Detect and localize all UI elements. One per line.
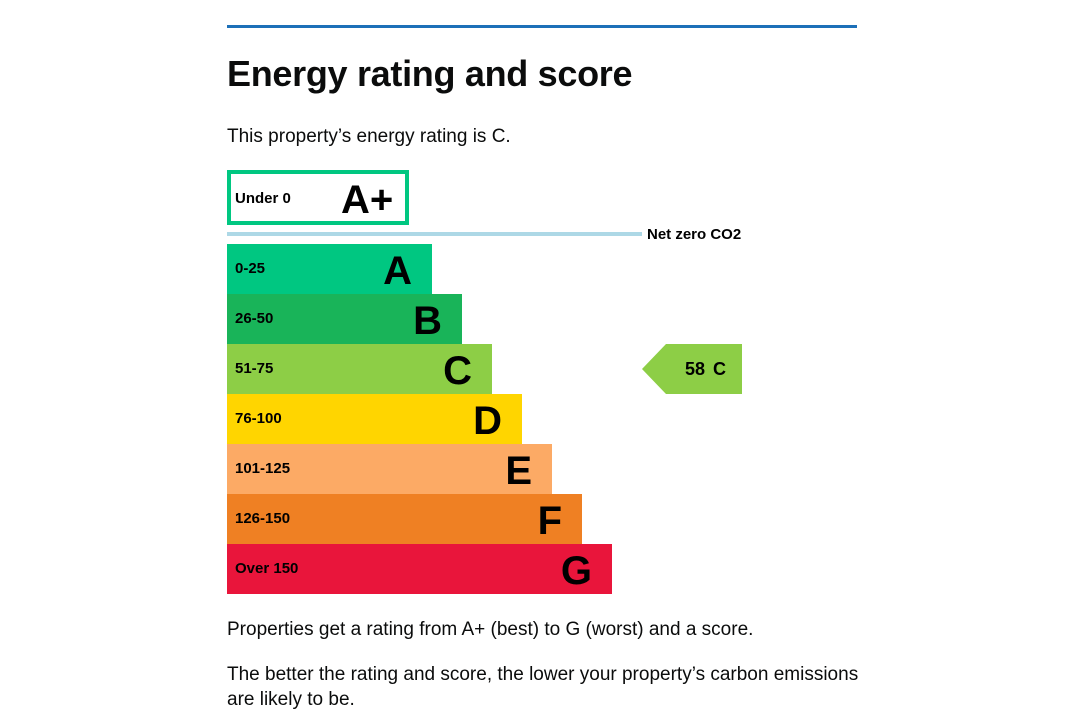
band-f-letter: F (538, 499, 562, 543)
band-a-range: 0-25 (235, 260, 265, 277)
band-b-bar (227, 294, 462, 344)
band-a-plus-range: Under 0 (235, 190, 291, 207)
current-rating-letter: C (713, 359, 726, 379)
rating-explanation: Properties get a rating from A+ (best) t… (227, 619, 754, 640)
band-d-range: 76-100 (235, 410, 282, 427)
band-a-plus-letter: A+ (341, 178, 393, 222)
band-f-range: 126-150 (235, 510, 290, 527)
band-g-letter: G (561, 549, 592, 593)
epc-chart: Under 0 A+ 0-25 A 26-50 B 51-75 C 76-100 D 101-125… (227, 170, 742, 594)
band-b-range: 26-50 (235, 310, 273, 327)
net-zero-label: Net zero CO2 (647, 226, 741, 243)
band-e-letter: E (505, 449, 532, 493)
band-g-range: Over 150 (235, 560, 298, 577)
current-rating-arrow (642, 344, 742, 394)
band-g-bar (227, 544, 612, 594)
band-c-bar (227, 344, 492, 394)
band-d-bar (227, 394, 522, 444)
current-rating-score: 58 (685, 359, 705, 379)
band-b-letter: B (413, 299, 442, 343)
band-c-range: 51-75 (235, 360, 273, 377)
band-a-bar (227, 244, 432, 294)
band-e-range: 101-125 (235, 460, 290, 477)
band-f-bar (227, 494, 582, 544)
band-a-letter: A (383, 249, 412, 293)
top-rule (227, 25, 857, 28)
carbon-explanation: The better the rating and score, the low… (227, 664, 859, 710)
page-title: Energy rating and score (227, 53, 633, 94)
band-c-letter: C (443, 349, 472, 393)
band-d-letter: D (473, 399, 502, 443)
intro-text: This property’s energy rating is C. (227, 126, 511, 147)
band-e-bar (227, 444, 552, 494)
band-a-plus-bar (227, 170, 409, 225)
net-zero-line (227, 232, 642, 236)
